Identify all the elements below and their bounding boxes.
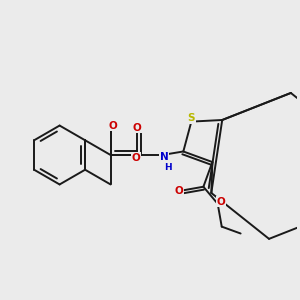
- Text: H: H: [164, 163, 172, 172]
- Text: O: O: [216, 197, 225, 207]
- Text: O: O: [133, 123, 142, 133]
- Text: O: O: [131, 153, 140, 163]
- Text: S: S: [188, 113, 195, 123]
- Text: N: N: [160, 152, 168, 162]
- Text: O: O: [175, 186, 184, 196]
- Text: O: O: [109, 121, 117, 130]
